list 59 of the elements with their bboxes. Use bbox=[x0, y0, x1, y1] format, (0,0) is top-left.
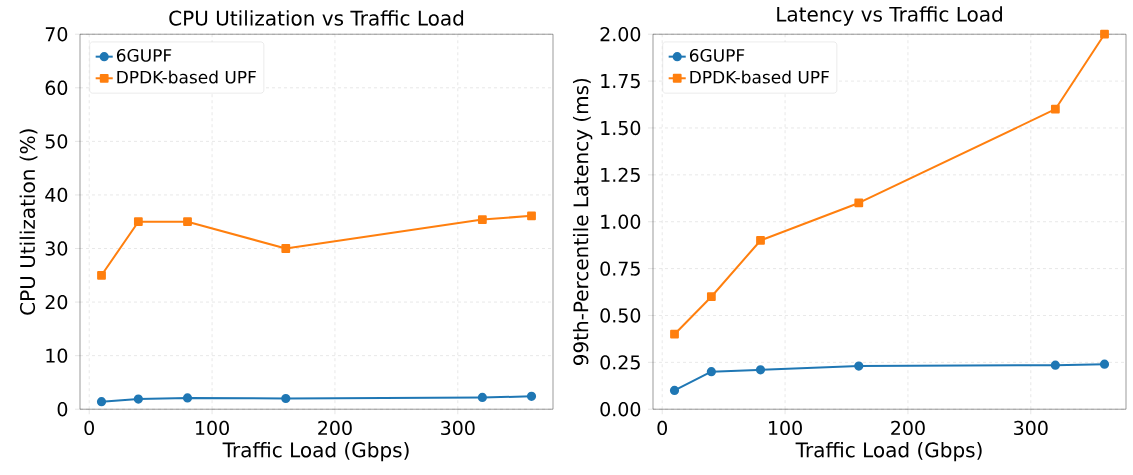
legend-label: DPDK-based UPF bbox=[117, 70, 256, 84]
y-tick-label: 1.25 bbox=[601, 167, 640, 182]
x-tick-label: 100 bbox=[769, 420, 802, 436]
point bbox=[1099, 359, 1110, 369]
point bbox=[706, 367, 716, 377]
point bbox=[183, 217, 192, 227]
point bbox=[670, 329, 679, 339]
point bbox=[854, 198, 864, 208]
y-tick-label: 0 bbox=[57, 401, 68, 417]
point bbox=[281, 244, 291, 253]
point bbox=[133, 394, 143, 404]
chart-title: CPU Utilization vs Traffic Load bbox=[169, 10, 464, 26]
point bbox=[477, 215, 487, 224]
y-tick-label: 40 bbox=[45, 187, 68, 203]
x-axis-title: Traffic Load (Gbps) bbox=[795, 441, 982, 462]
y-tick-label: 0.75 bbox=[600, 261, 640, 276]
x-tick-label: 100 bbox=[196, 420, 229, 436]
y-tick-label: 50 bbox=[45, 134, 68, 149]
point bbox=[526, 391, 537, 401]
point bbox=[96, 397, 107, 407]
point bbox=[854, 361, 864, 371]
point bbox=[756, 235, 765, 245]
point bbox=[97, 270, 106, 280]
y-tick-label: 70 bbox=[45, 26, 68, 42]
y-axis-title: CPU Utilization (%) bbox=[19, 129, 38, 315]
point bbox=[1100, 29, 1109, 39]
y-tick-label: 2.00 bbox=[600, 26, 641, 42]
point bbox=[755, 365, 766, 375]
y-tick-label: 1.75 bbox=[601, 73, 640, 89]
y-tick-label: 1.50 bbox=[601, 120, 641, 136]
point bbox=[527, 211, 536, 221]
x-tick-label: 300 bbox=[1014, 420, 1048, 436]
y-tick-label: 0.00 bbox=[600, 401, 641, 417]
x-tick-label: 200 bbox=[318, 420, 352, 436]
point bbox=[1050, 104, 1060, 114]
x-tick-label: 300 bbox=[441, 420, 475, 436]
legend-label: 6GUPF bbox=[116, 48, 172, 62]
point bbox=[706, 292, 716, 302]
chart-title: Latency vs Traffic Load bbox=[777, 6, 1002, 26]
y-tick-label: 20 bbox=[45, 294, 68, 310]
y-tick-label: 1.00 bbox=[601, 214, 641, 229]
x-tick-label: 200 bbox=[891, 420, 925, 436]
y-axis-title: 99th-Percentile Latency (ms) bbox=[572, 78, 593, 365]
legend-label: 6GUPF bbox=[689, 48, 745, 62]
point bbox=[281, 393, 291, 403]
y-tick-label: 30 bbox=[45, 241, 68, 256]
point bbox=[1050, 360, 1060, 370]
y-tick-label: 10 bbox=[46, 348, 68, 363]
y-tick-label: 0.50 bbox=[600, 308, 641, 323]
point bbox=[669, 385, 680, 395]
x-tick-label: 0 bbox=[657, 420, 667, 436]
y-tick-label: 60 bbox=[45, 80, 68, 95]
point bbox=[133, 217, 143, 227]
point bbox=[182, 393, 193, 403]
x-axis-title: Traffic Load (Gbps) bbox=[222, 441, 409, 462]
point bbox=[477, 392, 487, 402]
y-tick-label: 0.25 bbox=[600, 355, 640, 370]
x-tick-label: 0 bbox=[84, 420, 94, 436]
legend-label: DPDK-based UPF bbox=[690, 70, 829, 84]
